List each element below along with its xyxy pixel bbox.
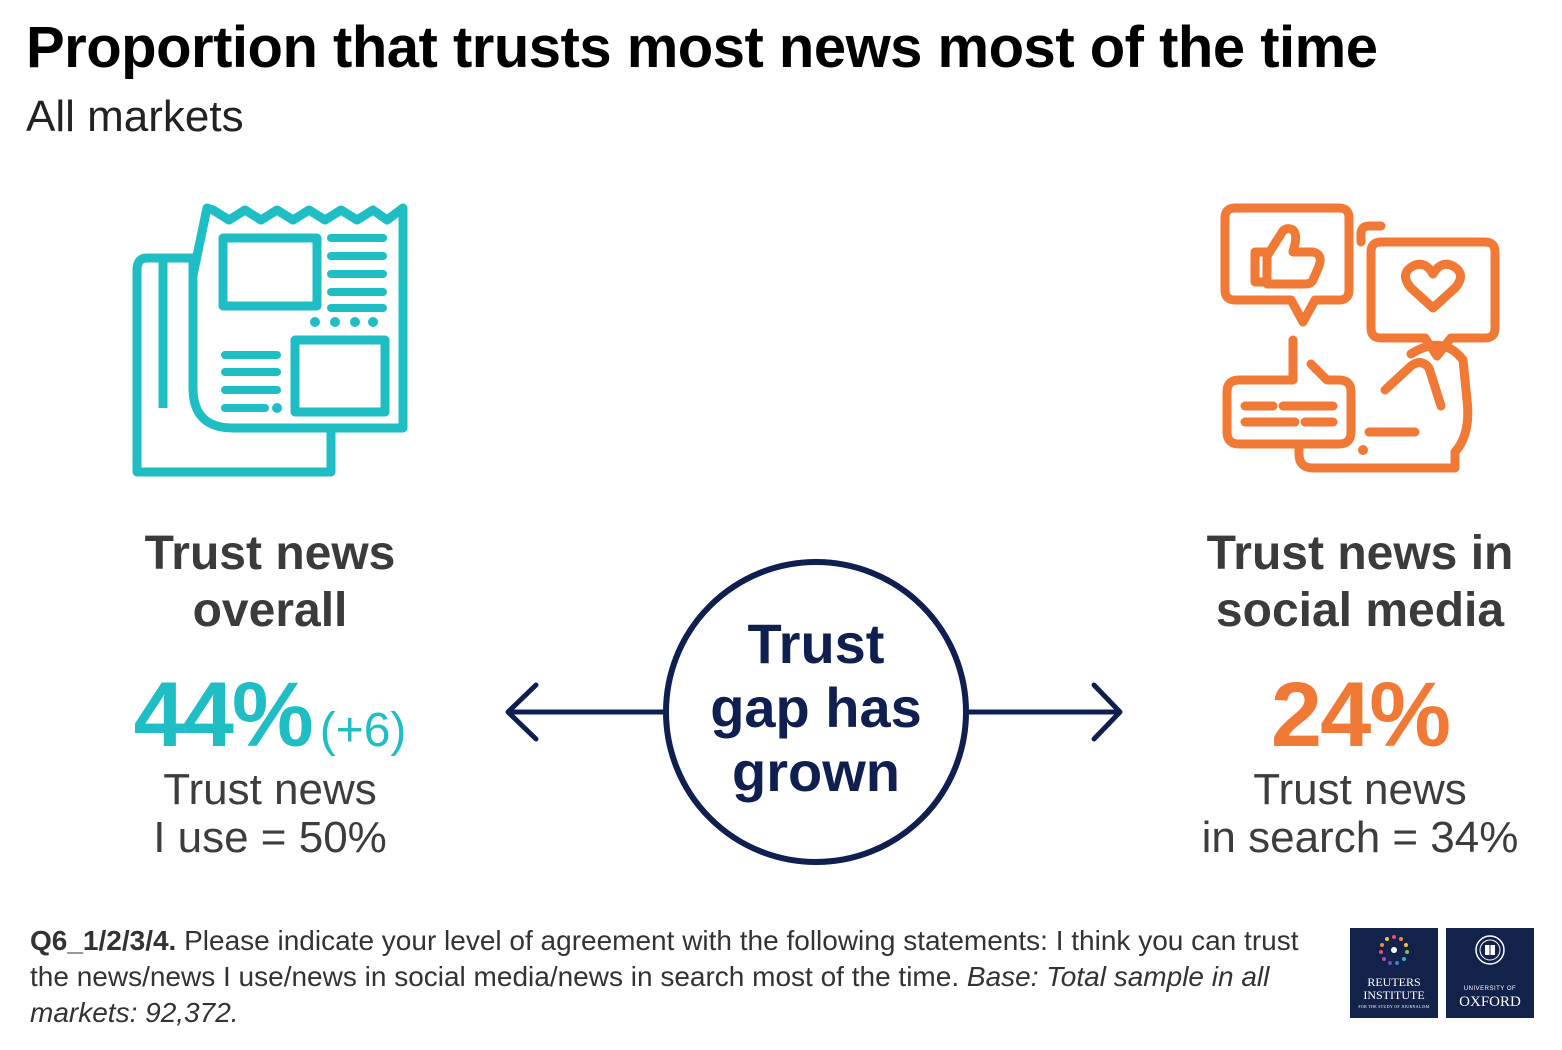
trust-social-value: 24% [1270, 664, 1451, 766]
trust-overall-heading-line1: Trust news [144, 527, 396, 580]
trust-social-heading-line1: Trust news in [1206, 527, 1514, 580]
trust-search-line2: in search = 34% [1201, 813, 1519, 862]
trust-search-note: Trust news in search = 34% [1180, 766, 1540, 862]
trust-overall-change: (+6) [319, 704, 407, 757]
trust-gap-label: Trust gap has grown [668, 612, 964, 804]
trust-news-i-use-line2: I use = 50% [153, 813, 387, 862]
trust-social-heading-line2: social media [1215, 584, 1505, 637]
trust-gap-line1: Trust [747, 612, 885, 675]
page-title: Proportion that trusts most news most of… [26, 15, 1378, 80]
reuters-logo-tagline: FOR THE STUDY OF JOURNALISM [1358, 1004, 1430, 1009]
oxford-crest-icon [1475, 935, 1505, 965]
trust-news-i-use-note: Trust news I use = 50% [90, 766, 450, 862]
footnote-question-id: Q6_1/2/3/4. [30, 925, 177, 956]
newspaper-icon [132, 203, 408, 477]
trust-social-value-row: 24% [1180, 665, 1540, 765]
footnote-base: Base: Total sample in all markets: 92,37… [30, 961, 1270, 1028]
oxford-university-logo: UNIVERSITY OF OXFORD [1446, 928, 1534, 1018]
trust-overall-heading: Trust news overall [90, 525, 450, 639]
trust-overall-value-row: 44% (+6) [90, 665, 450, 765]
trust-overall-heading-line2: overall [192, 584, 348, 637]
trust-gap-diagram [505, 559, 1123, 865]
oxford-logo-big-text: OXFORD [1459, 994, 1521, 1010]
reuters-logo-line1: REUTERS [1367, 975, 1421, 989]
social-media-icon [1220, 203, 1500, 473]
trust-news-i-use-line1: Trust news [163, 765, 377, 814]
trust-gap-line3: grown [732, 740, 900, 803]
trust-overall-value: 44% [133, 664, 314, 766]
reuters-logo-text: REUTERS INSTITUTE [1350, 976, 1438, 1002]
reuters-institute-logo: REUTERS INSTITUTE FOR THE STUDY OF JOURN… [1350, 928, 1438, 1018]
trust-social-heading: Trust news in social media [1180, 525, 1540, 639]
oxford-logo-small-text: UNIVERSITY OF [1463, 986, 1517, 992]
reuters-logo-line2: INSTITUTE [1363, 988, 1425, 1002]
reuters-dots-icon [1379, 935, 1409, 965]
trust-gap-line2: gap has [710, 676, 922, 739]
footnote-text: Please indicate your level of agreement … [30, 925, 1299, 992]
left-arrow-head [505, 682, 539, 742]
footnote: Q6_1/2/3/4. Please indicate your level o… [30, 923, 1320, 1031]
right-arrow-head [1091, 682, 1123, 742]
page-subtitle: All markets [26, 92, 244, 141]
trust-search-line1: Trust news [1253, 765, 1467, 814]
